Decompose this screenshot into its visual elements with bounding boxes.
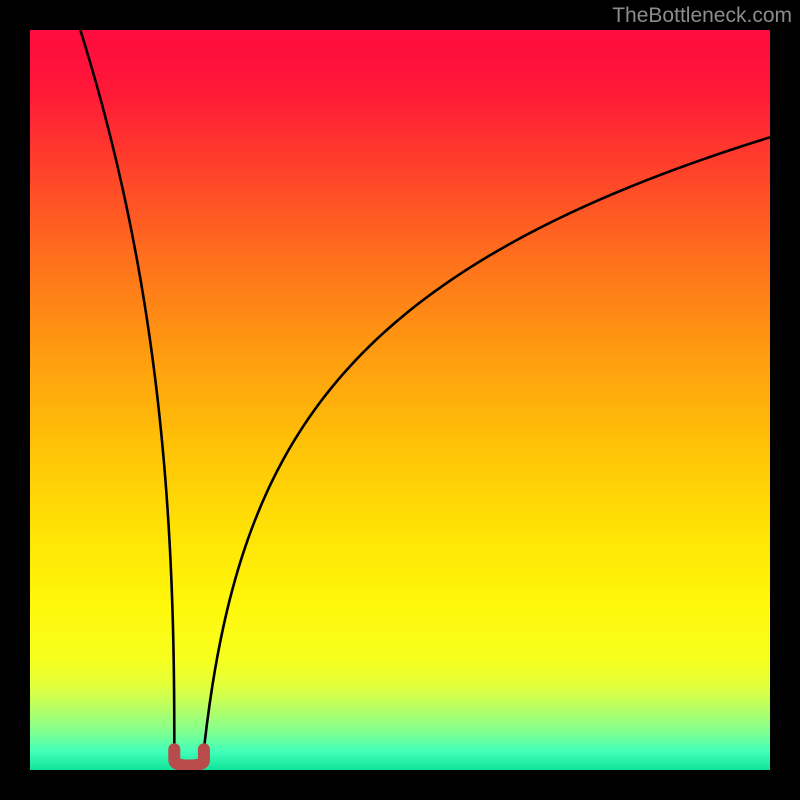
frame-bottom	[0, 770, 800, 800]
frame-left	[0, 0, 30, 800]
watermark-text: TheBottleneck.com	[612, 0, 800, 28]
curve-layer	[30, 30, 770, 770]
frame-right	[770, 0, 800, 800]
valley-marker	[174, 749, 204, 765]
plot-area	[30, 30, 770, 770]
chart-container: TheBottleneck.com	[0, 0, 800, 800]
curve-left	[80, 30, 174, 749]
curve-right	[204, 137, 770, 749]
